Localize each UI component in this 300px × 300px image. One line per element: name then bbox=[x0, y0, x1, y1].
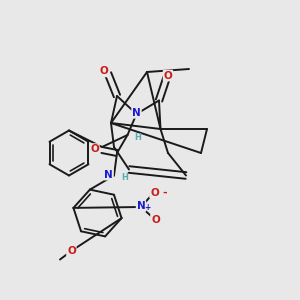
Text: N: N bbox=[136, 201, 146, 211]
Text: H: H bbox=[134, 133, 141, 142]
Text: -: - bbox=[162, 188, 167, 198]
Text: H: H bbox=[121, 173, 128, 182]
Text: O: O bbox=[150, 188, 159, 198]
Text: O: O bbox=[90, 144, 99, 154]
Text: O: O bbox=[151, 214, 160, 225]
Text: O: O bbox=[164, 70, 172, 81]
Text: +: + bbox=[145, 203, 151, 212]
Text: O: O bbox=[99, 66, 108, 76]
Text: O: O bbox=[67, 246, 76, 256]
Text: N: N bbox=[104, 169, 113, 180]
Text: N: N bbox=[132, 108, 141, 118]
